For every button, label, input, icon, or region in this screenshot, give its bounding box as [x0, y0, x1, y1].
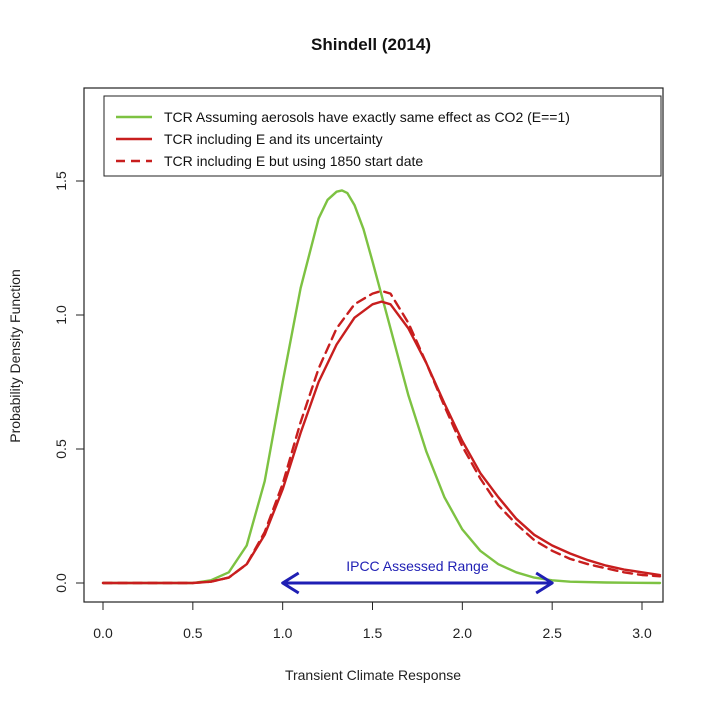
y-axis-label: Probability Density Function	[7, 269, 23, 443]
x-tick-label: 0.5	[183, 625, 203, 641]
x-tick-label: 1.0	[273, 625, 293, 641]
chart-title: Shindell (2014)	[311, 35, 431, 54]
annotation-layer: IPCC Assessed Range	[281, 558, 554, 595]
y-tick-label: 0.0	[53, 573, 69, 593]
series-layer	[101, 189, 662, 585]
legend-label-3: TCR including E but using 1850 start dat…	[164, 153, 423, 169]
legend: TCR Assuming aerosols have exactly same …	[103, 95, 662, 177]
range-arrow-left-head	[281, 571, 300, 595]
series-line-3	[101, 289, 662, 585]
x-axis: 0.0 0.5 1.0 1.5 2.0 2.5 3.0	[93, 602, 652, 641]
range-annotation-label: IPCC Assessed Range	[346, 558, 489, 574]
y-axis: 0.0 0.5 1.0 1.5	[53, 171, 84, 593]
series-line-2	[101, 300, 662, 585]
legend-label-1: TCR Assuming aerosols have exactly same …	[164, 109, 570, 125]
range-arrow-right-head	[535, 571, 554, 595]
y-tick-label: 0.5	[53, 439, 69, 459]
x-tick-label: 0.0	[93, 625, 113, 641]
legend-box	[103, 95, 662, 177]
plot-frame	[83, 87, 664, 603]
x-tick-label: 2.5	[542, 625, 562, 641]
series-line-1	[101, 189, 662, 585]
y-tick-label: 1.5	[53, 171, 69, 191]
x-axis-label: Transient Climate Response	[285, 667, 461, 683]
x-tick-label: 2.0	[453, 625, 473, 641]
x-tick-label: 3.0	[632, 625, 652, 641]
y-tick-label: 1.0	[53, 305, 69, 325]
x-tick-label: 1.5	[363, 625, 383, 641]
legend-label-2: TCR including E and its uncertainty	[164, 131, 383, 147]
